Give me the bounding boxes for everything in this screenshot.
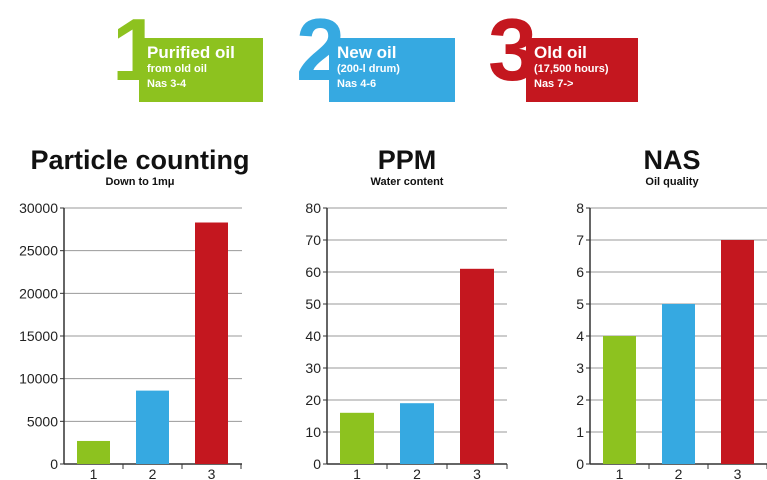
x-tick-label: 1: [616, 466, 624, 480]
legend-line2: Nas 3-4: [147, 78, 187, 90]
chart-subtitle-ppm: Water content: [370, 176, 444, 188]
chart-subtitle-nas: Oil quality: [645, 176, 699, 188]
y-tick-label: 20000: [19, 285, 58, 301]
bar-2: [662, 304, 695, 464]
y-tick-label: 0: [313, 456, 321, 472]
bar-3: [460, 268, 494, 464]
bar-3: [721, 240, 754, 464]
chart-title-ppm: PPM: [377, 145, 437, 175]
chart-title-particle-counting: Particle counting: [30, 145, 250, 175]
x-tick-label: 2: [675, 466, 683, 480]
legend-line1: (17,500 hours): [534, 63, 609, 75]
y-tick-label: 5: [576, 296, 584, 312]
legend-box: Purified oil from old oil Nas 3-4: [139, 38, 263, 102]
y-tick-label: 40: [305, 328, 321, 344]
x-tick-label: 3: [734, 466, 742, 480]
y-tick-label: 50: [305, 296, 321, 312]
bar-1: [77, 440, 110, 464]
y-tick-label: 70: [305, 232, 321, 248]
y-tick-label: 6: [576, 264, 584, 280]
legend-line2: Nas 7->: [534, 78, 574, 90]
y-tick-label: 4: [576, 328, 584, 344]
bar-2: [136, 390, 169, 464]
x-tick-label: 1: [353, 466, 361, 480]
bar-1: [340, 412, 374, 464]
x-tick-label: 3: [473, 466, 481, 480]
chart-title-nas: NAS: [643, 145, 701, 175]
legend-line1: (200-l drum): [337, 63, 400, 75]
y-tick-label: 3: [576, 360, 584, 376]
chart-subtitle-particle-counting: Down to 1mμ: [105, 176, 175, 188]
y-tick-label: 7: [576, 232, 584, 248]
x-tick-label: 1: [90, 466, 98, 480]
legend-title: New oil: [337, 43, 397, 62]
y-tick-label: 1: [576, 424, 584, 440]
bar-2: [400, 403, 434, 464]
y-tick-label: 10: [305, 424, 321, 440]
legend-box: New oil (200-l drum) Nas 4-6: [329, 38, 455, 102]
y-tick-label: 0: [50, 456, 58, 472]
legend-item-2: 2 New oil (200-l drum) Nas 4-6: [296, 6, 462, 106]
legend-title: Old oil: [534, 43, 587, 62]
x-tick-label: 2: [413, 466, 421, 480]
y-tick-label: 5000: [27, 413, 58, 429]
y-tick-label: 60: [305, 264, 321, 280]
y-tick-label: 80: [305, 200, 321, 216]
bar-3: [195, 222, 228, 464]
y-tick-label: 10000: [19, 371, 58, 387]
bar-1: [603, 336, 636, 464]
legend-item-1: 1 Purified oil from old oil Nas 3-4: [112, 6, 270, 106]
y-tick-label: 25000: [19, 243, 58, 259]
legend-box: Old oil (17,500 hours) Nas 7->: [526, 38, 638, 102]
y-tick-label: 30: [305, 360, 321, 376]
legend-item-3: 3 Old oil (17,500 hours) Nas 7->: [488, 6, 644, 106]
y-tick-label: 8: [576, 200, 584, 216]
y-tick-label: 0: [576, 456, 584, 472]
legend-line1: from old oil: [147, 63, 207, 75]
x-tick-label: 3: [208, 466, 216, 480]
y-tick-label: 20: [305, 392, 321, 408]
y-tick-label: 2: [576, 392, 584, 408]
legend-line2: Nas 4-6: [337, 78, 377, 90]
x-tick-label: 2: [149, 466, 157, 480]
legend-title: Purified oil: [147, 43, 235, 62]
y-tick-label: 30000: [19, 200, 58, 216]
y-tick-label: 15000: [19, 328, 58, 344]
